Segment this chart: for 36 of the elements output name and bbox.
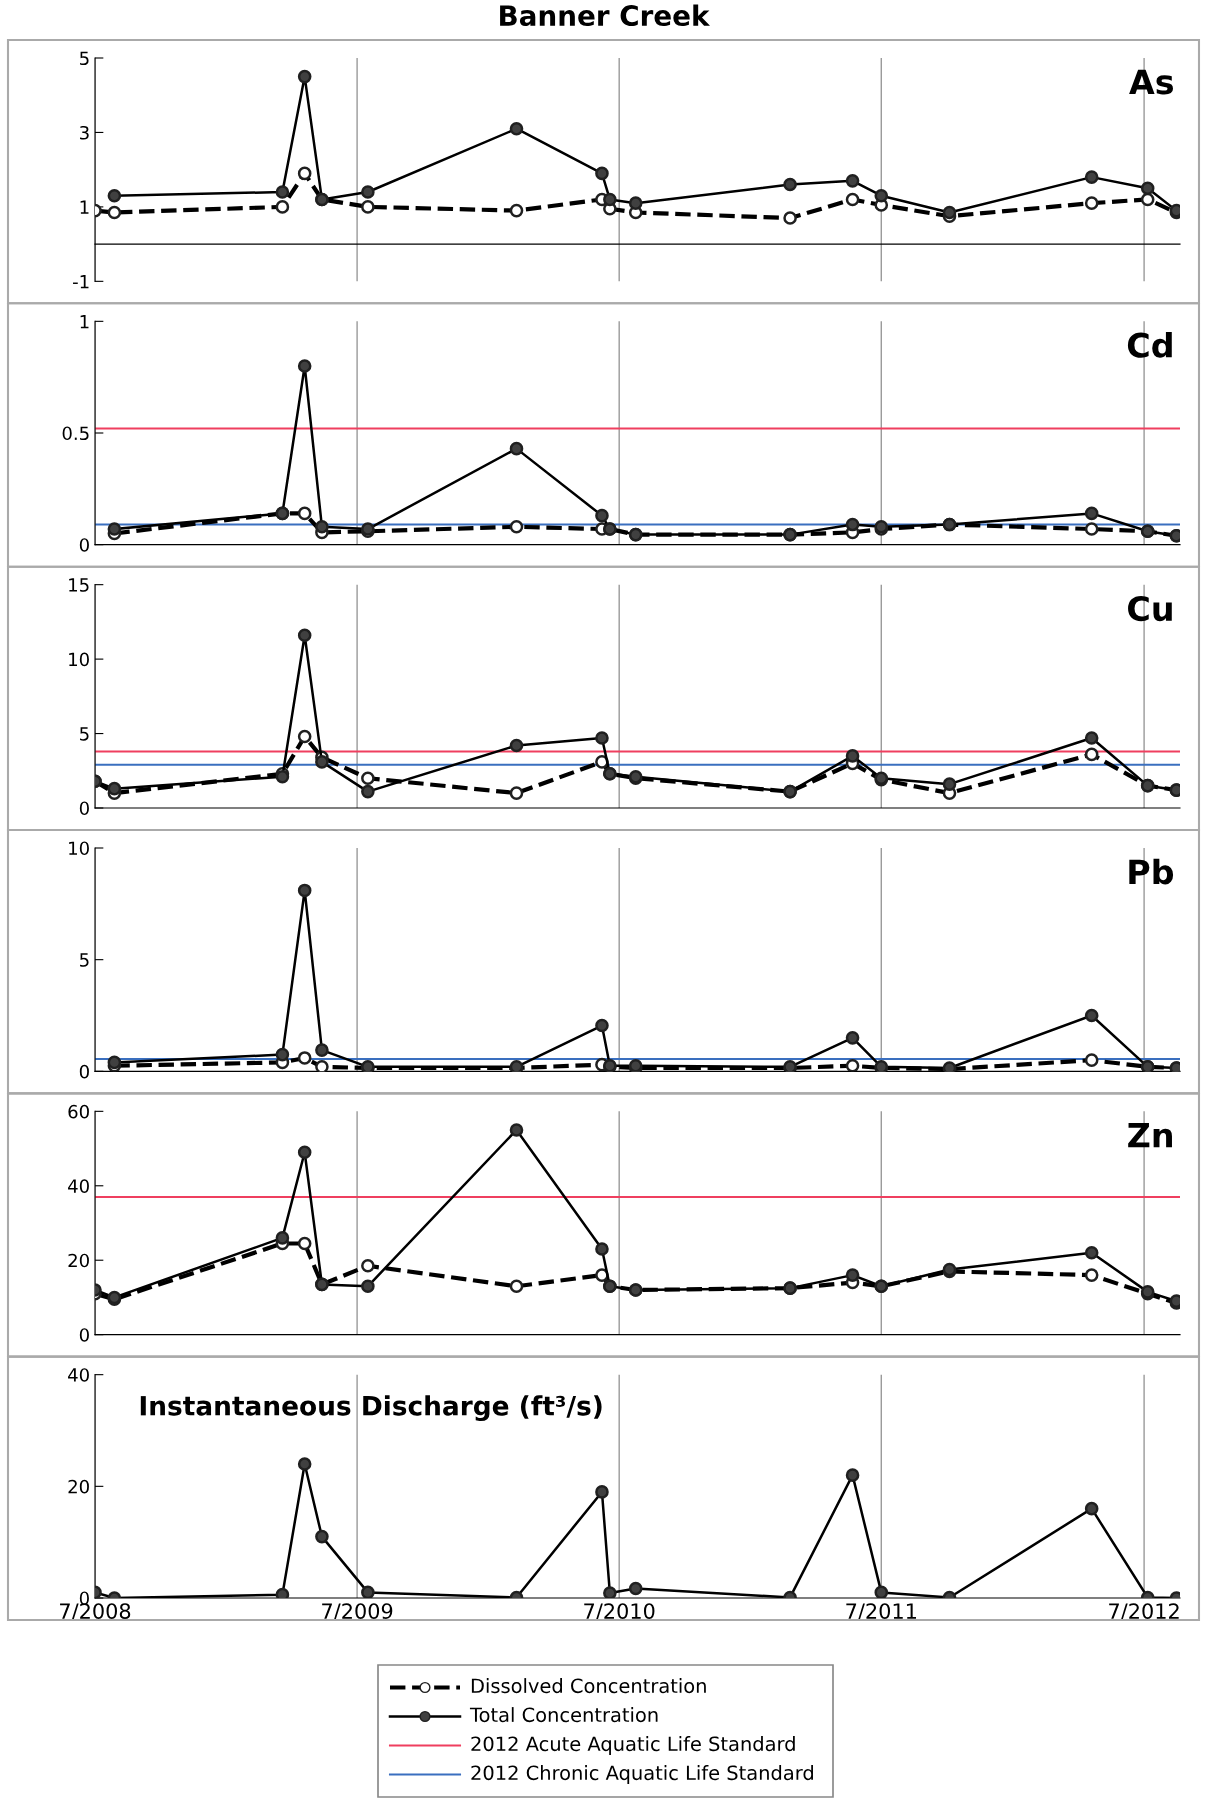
x-tick-label: 7/2012 <box>1109 1603 1179 1621</box>
annotation: Instantaneous Discharge (ft³/s) <box>140 1395 602 1422</box>
y-tick-label: 10 <box>69 652 89 667</box>
y-tick-label: 40 <box>68 1368 89 1382</box>
y-tick-label: 1 <box>80 200 89 214</box>
y-tick-label: 1 <box>80 315 89 329</box>
y-tick-label: 10 <box>69 841 89 856</box>
annotation: Pb <box>1129 858 1174 885</box>
legend-label: 2012 Acute Aquatic Life Standard <box>471 1736 795 1755</box>
y-tick-label: 5 <box>80 51 89 66</box>
y-tick-label: 20 <box>68 1479 89 1494</box>
y-tick-label: 20 <box>68 1253 89 1268</box>
annotation: As <box>1129 69 1173 95</box>
x-tick-label: 7/2008 <box>60 1603 131 1621</box>
y-tick-label: 0 <box>79 1064 89 1079</box>
y-tick-label: 0.5 <box>62 426 89 441</box>
y-tick-label: 3 <box>80 125 89 140</box>
y-tick-label: 5 <box>80 953 89 967</box>
annotation: Zn <box>1128 1123 1172 1148</box>
y-tick-label: 0 <box>79 1328 89 1342</box>
y-tick-label: -1 <box>73 275 89 289</box>
legend-label: Total Concentration <box>469 1707 658 1723</box>
y-tick-label: 0 <box>79 538 89 552</box>
legend-label: 2012 Chronic Aquatic Life Standard <box>471 1765 813 1784</box>
legend-label: Dissolved Concentration <box>471 1678 706 1694</box>
y-tick-label: 0 <box>79 801 89 816</box>
x-tick-label: 7/2009 <box>322 1603 393 1621</box>
y-tick-label: 60 <box>68 1104 89 1119</box>
chart-title: Banner Creek <box>500 4 710 27</box>
x-tick-label: 7/2011 <box>846 1603 917 1621</box>
y-tick-label: 15 <box>69 578 89 592</box>
annotation: Cu <box>1128 595 1172 622</box>
annotation: Cd <box>1127 332 1172 358</box>
y-tick-label: 5 <box>80 727 89 741</box>
y-tick-label: 40 <box>68 1179 89 1193</box>
x-tick-label: 7/2010 <box>584 1603 655 1621</box>
